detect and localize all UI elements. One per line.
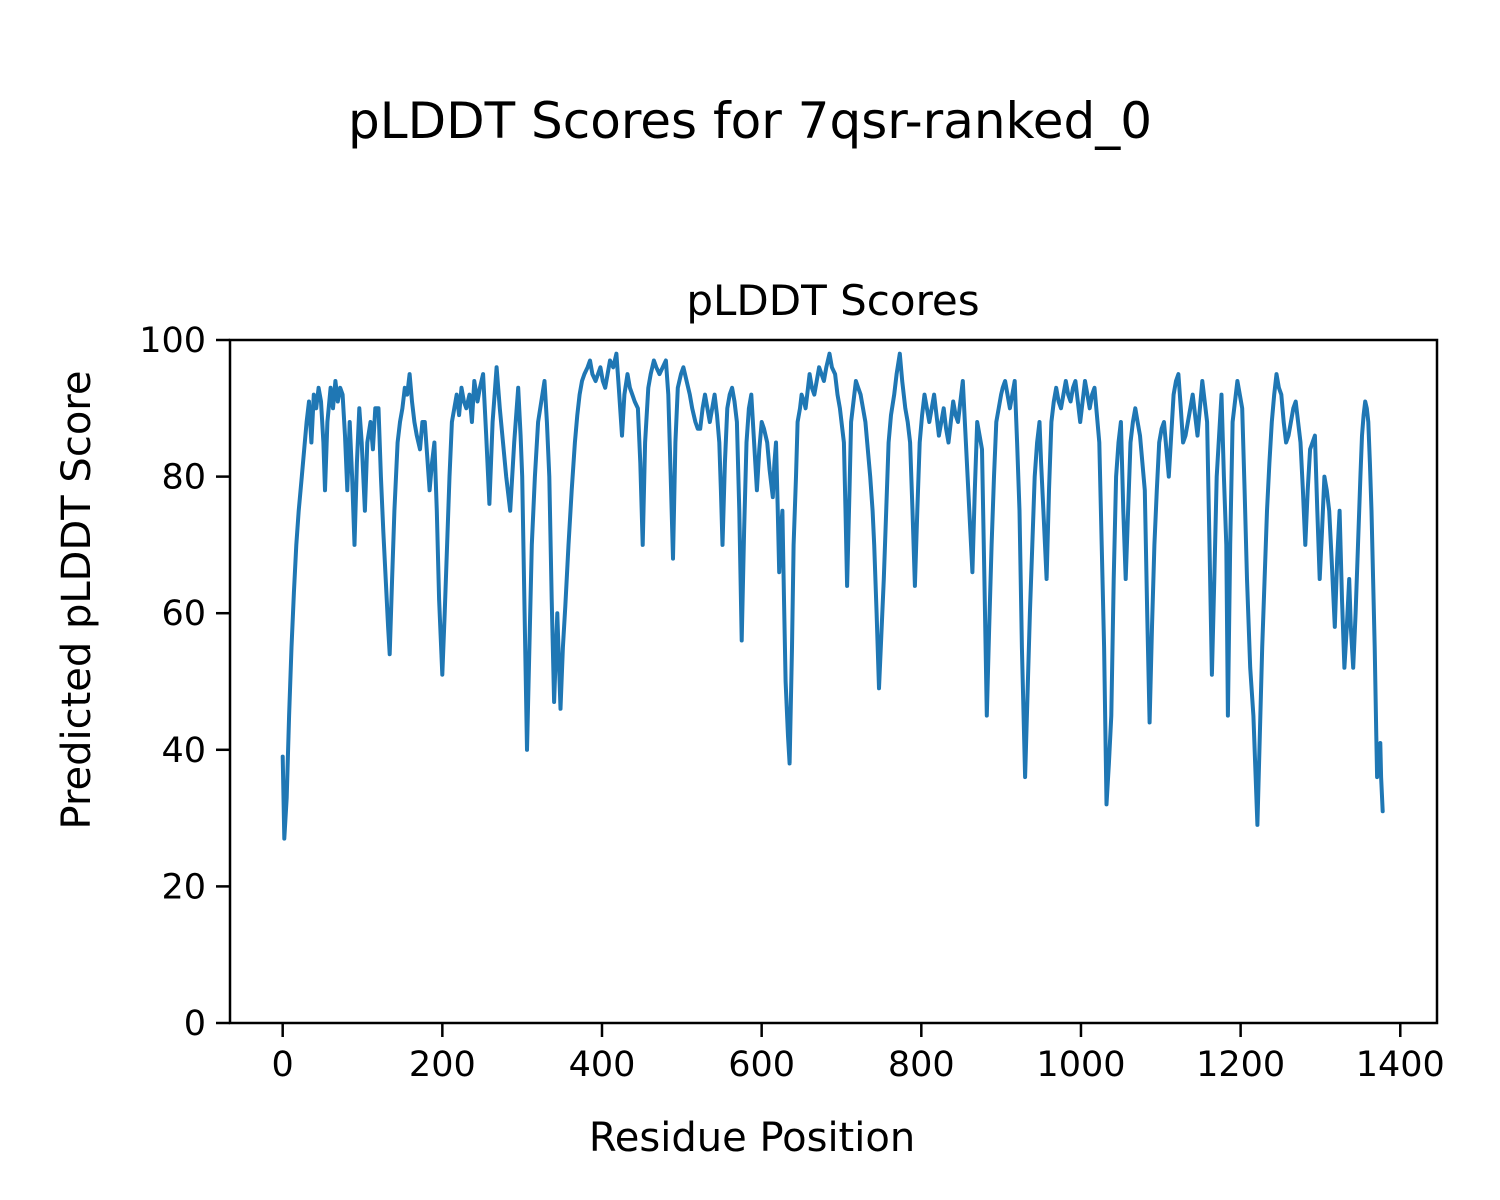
x-tick-label: 800 — [888, 1045, 955, 1085]
line-group — [280, 351, 1385, 841]
x-tick-label: 600 — [728, 1045, 795, 1085]
x-tick-label: 1000 — [1036, 1045, 1125, 1085]
y-tick-label: 100 — [139, 321, 206, 361]
y-tick-label: 20 — [161, 867, 206, 907]
y-tick-label: 0 — [184, 1004, 206, 1044]
y-tick-label: 80 — [161, 458, 206, 498]
x-tick-label: 1400 — [1356, 1045, 1445, 1085]
x-tick-label: 1200 — [1196, 1045, 1285, 1085]
y-tick-label: 40 — [161, 731, 206, 771]
plddt-line — [280, 351, 1385, 841]
axes-group: 0 200 400 600 800 1000 1200 1400 0 20 40 60 80 100 — [139, 321, 1445, 1085]
y-tick-label: 60 — [161, 594, 206, 634]
x-tick-label: 0 — [272, 1045, 294, 1085]
x-axis-label: Residue Position — [588, 1115, 916, 1161]
axes-title: pLDDT Scores — [686, 276, 980, 325]
x-tick-label: 400 — [569, 1045, 636, 1085]
axes-spines — [228, 338, 1439, 1025]
x-tick-label: 200 — [409, 1045, 476, 1085]
figure-suptitle: pLDDT Scores for 7qsr-ranked_0 — [347, 92, 1153, 150]
